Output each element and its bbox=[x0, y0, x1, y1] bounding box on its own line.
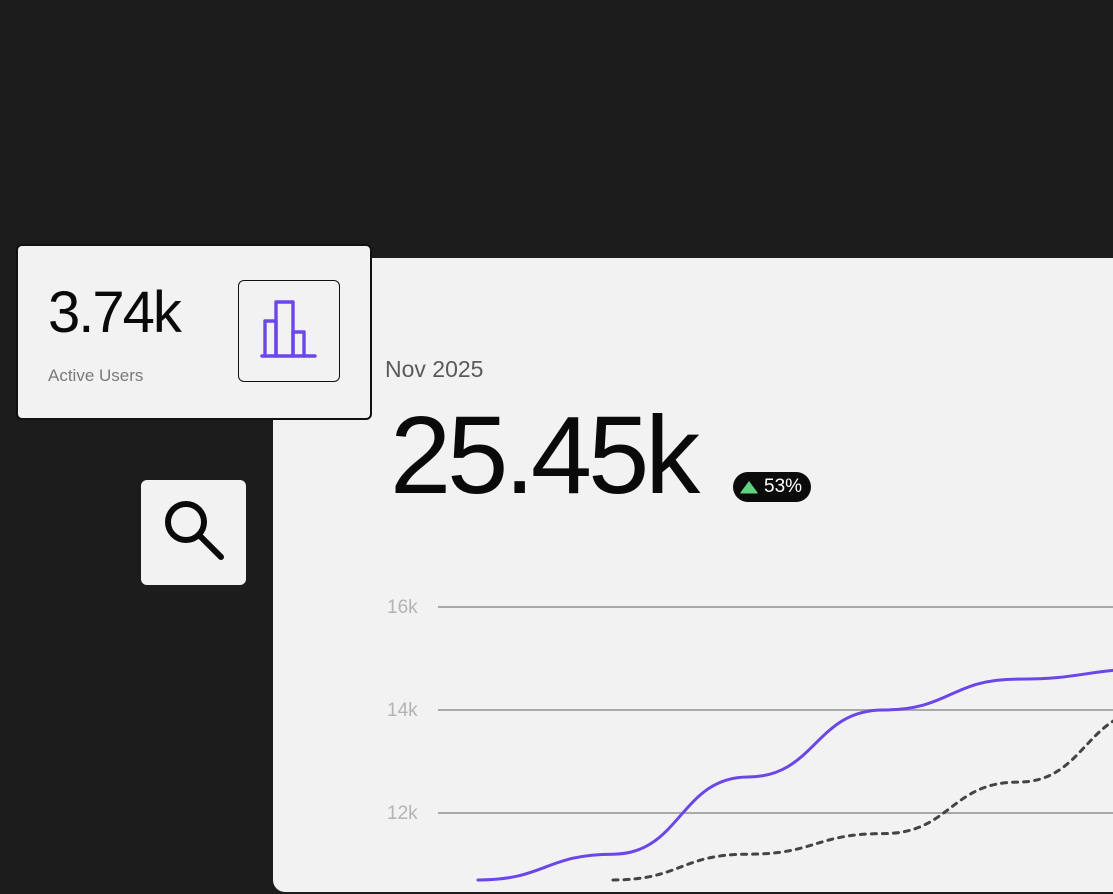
active-users-value: 3.74k bbox=[48, 280, 182, 345]
main-metric-value: 25.45k bbox=[390, 394, 700, 517]
active-users-label: Active Users bbox=[48, 366, 144, 385]
search-button[interactable] bbox=[141, 480, 246, 585]
active-users-card[interactable]: 3.74k Active Users bbox=[16, 244, 372, 420]
line-chart: 16k 14k 12k bbox=[387, 597, 1113, 882]
y-tick-label: 16k bbox=[387, 597, 418, 618]
change-value: 53% bbox=[764, 476, 803, 497]
y-tick-label: 12k bbox=[387, 803, 418, 824]
change-badge: 53% bbox=[733, 472, 812, 502]
analytics-card: 16k 14k 12k Nov 2025 25.45k 53% bbox=[273, 258, 1113, 892]
primary-series-line bbox=[476, 668, 1113, 882]
up-triangle-icon bbox=[739, 480, 759, 494]
bar-chart-icon bbox=[260, 298, 318, 365]
y-tick-label: 14k bbox=[387, 700, 418, 721]
bar-chart-icon-button[interactable] bbox=[238, 280, 340, 382]
comparison-series-line bbox=[611, 719, 1113, 882]
period-label: Nov 2025 bbox=[385, 356, 484, 382]
search-icon bbox=[159, 495, 229, 570]
